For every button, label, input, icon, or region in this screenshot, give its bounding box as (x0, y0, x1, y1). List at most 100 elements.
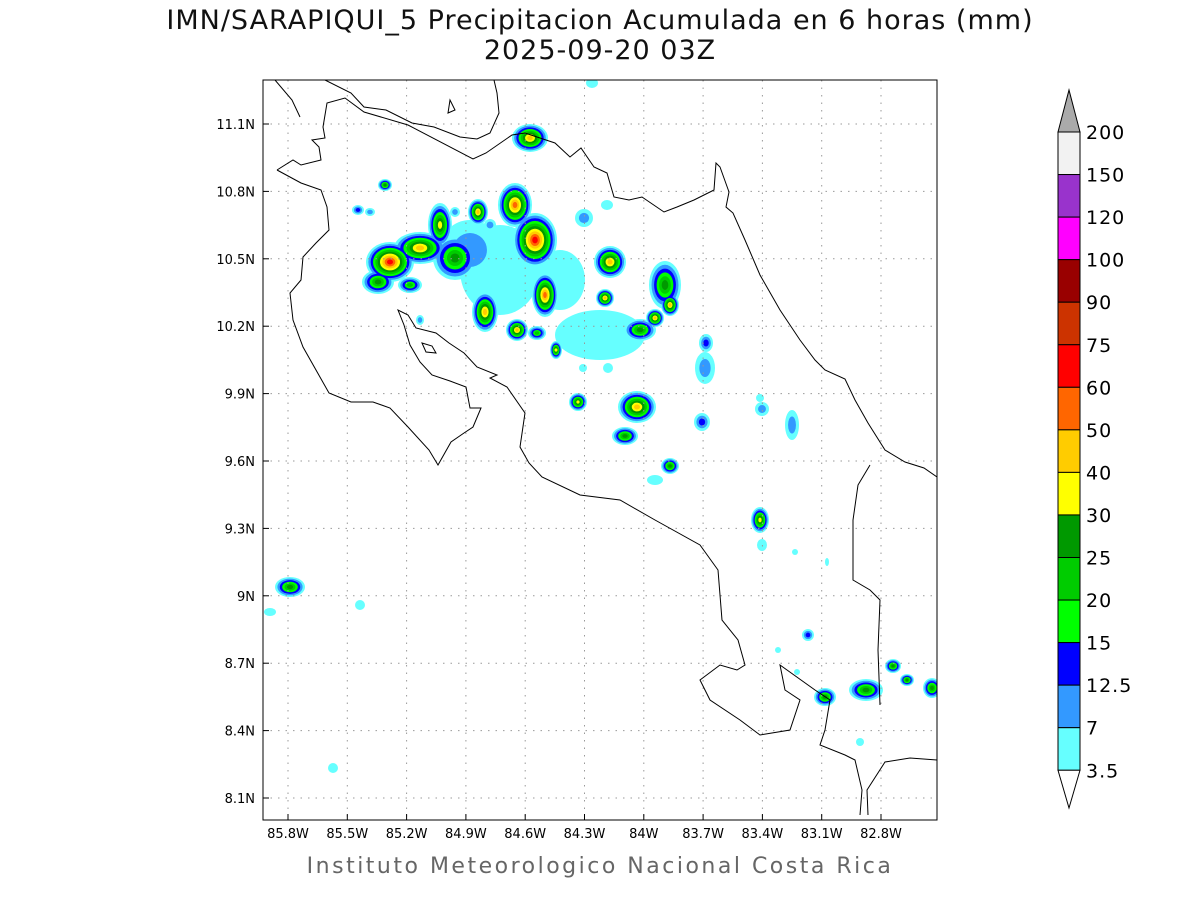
colorbar-label: 7 (1086, 718, 1099, 740)
footer-institution: Instituto Meteorologico Nacional Costa R… (306, 854, 894, 879)
precip-contour (586, 80, 598, 88)
precip-contour (264, 608, 276, 616)
lat-tick-label: 9.9N (225, 388, 255, 403)
precip-contour (407, 283, 413, 287)
panama-border (852, 464, 881, 706)
precip-contour (527, 135, 533, 141)
precipitation-field (264, 80, 937, 773)
lat-tick-label: 8.7N (225, 657, 255, 672)
colorbar-segment (1057, 216, 1081, 261)
precip-contour (543, 291, 547, 299)
lat-tick-label: 10.2N (216, 320, 255, 335)
lon-tick-label: 84.6W (504, 827, 546, 842)
colorbar-label: 75 (1086, 335, 1112, 357)
precip-contour (452, 209, 458, 215)
lon-tick-label: 85.5W (326, 827, 368, 842)
map-subtitle-datetime: 2025-09-20 03Z (483, 35, 717, 66)
colorbar-segment (1057, 301, 1081, 346)
colorbar-label: 12.5 (1086, 675, 1132, 697)
precip-contour (699, 358, 711, 378)
precip-contour (437, 221, 443, 229)
colorbar-label: 60 (1086, 377, 1112, 399)
colorbar-label: 100 (1086, 250, 1125, 272)
precip-contour (622, 434, 628, 438)
precip-contour (825, 558, 829, 566)
colorbar-segment (1057, 642, 1081, 686)
precip-contour (476, 209, 480, 215)
latitude-tick-labels: 11.1N 10.8N 10.5N 10.2N 9.9N 9.6N 9.3N 9N 8.7N 8.… (216, 118, 255, 807)
precip-contour (482, 308, 488, 316)
precip-contour (576, 400, 580, 404)
precip-contour (286, 584, 294, 590)
colorbar-label: 20 (1086, 590, 1112, 612)
precip-contour (355, 600, 365, 610)
longitude-tick-labels: 85.8W 85.5W 85.2W 84.9W 84.6W 84.3W 84W 83.7W 83… (267, 827, 902, 842)
lat-tick-label: 8.1N (225, 792, 255, 807)
pacific-coast (276, 169, 863, 816)
precip-contour (374, 279, 382, 285)
colorbar-segment (1057, 727, 1081, 771)
lat-tick-label: 11.1N (216, 118, 255, 133)
coastlines-borders (274, 80, 937, 816)
lon-tick-label: 82.8W (860, 827, 902, 842)
precip-contour (328, 763, 338, 773)
precip-contour (668, 303, 672, 307)
lon-tick-label: 84W (629, 827, 659, 842)
precip-contour (512, 201, 518, 209)
precip-contour (661, 280, 669, 290)
precip-contour (698, 418, 706, 426)
colorbar-over-triangle (1057, 88, 1081, 133)
precip-contour (603, 363, 613, 373)
precip-contour (515, 328, 519, 332)
colorbar-segment (1057, 557, 1081, 601)
colorbar-label: 120 (1086, 207, 1125, 229)
precip-contour (555, 310, 645, 360)
colorbar-segment (1057, 684, 1081, 729)
coastline-main (274, 80, 937, 478)
colorbar-label: 15 (1086, 633, 1112, 655)
precip-contour (450, 253, 460, 263)
precip-contour (554, 348, 558, 352)
precip-contour (634, 404, 640, 410)
lat-tick-label: 8.4N (225, 725, 255, 740)
punta-burica (866, 757, 937, 816)
lat-tick-label: 9.6N (225, 455, 255, 470)
colorbar-label: 30 (1086, 505, 1112, 527)
colorbar-legend: 200 150 120 100 90 75 60 50 40 30 25 20 15 12.5 7 3.5 (1057, 88, 1132, 810)
colorbar-label: 50 (1086, 420, 1112, 442)
precip-contour (905, 678, 909, 682)
lat-tick-label: 9.3N (225, 522, 255, 537)
precip-contour (367, 209, 373, 215)
lon-tick-label: 84.3W (564, 827, 606, 842)
precip-contour (792, 549, 798, 555)
precip-contour (930, 685, 934, 691)
precip-contour (578, 212, 590, 224)
lat-tick-label: 9N (237, 590, 255, 605)
colorbar-segment (1057, 471, 1081, 516)
lon-tick-label: 83.4W (741, 827, 783, 842)
colorbar-label: 200 (1086, 122, 1125, 144)
precip-contour (415, 245, 425, 251)
colorbar-segment (1057, 429, 1081, 473)
precip-contour (862, 687, 870, 693)
precip-contour (653, 316, 657, 320)
precip-contour (794, 669, 800, 675)
lon-tick-label: 85.2W (386, 827, 428, 842)
precip-contour (758, 405, 766, 413)
colorbar-label: 25 (1086, 548, 1112, 570)
lon-tick-label: 84.9W (445, 827, 487, 842)
lat-tick-label: 10.8N (216, 185, 255, 200)
precip-contour (805, 632, 811, 638)
colorbar-label: 90 (1086, 292, 1112, 314)
lon-tick-label: 83.1W (801, 827, 843, 842)
precip-contour (758, 517, 762, 523)
precip-contour (383, 183, 387, 187)
precip-contour (534, 331, 540, 335)
lat-tick-label: 10.5N (216, 253, 255, 268)
colorbar-segment (1057, 599, 1081, 644)
precip-contour (579, 364, 587, 372)
colorbar-segment (1057, 344, 1081, 388)
precip-contour (607, 259, 613, 265)
map-title: IMN/SARAPIQUI_5 Precipitacion Acumulada … (166, 5, 1034, 36)
